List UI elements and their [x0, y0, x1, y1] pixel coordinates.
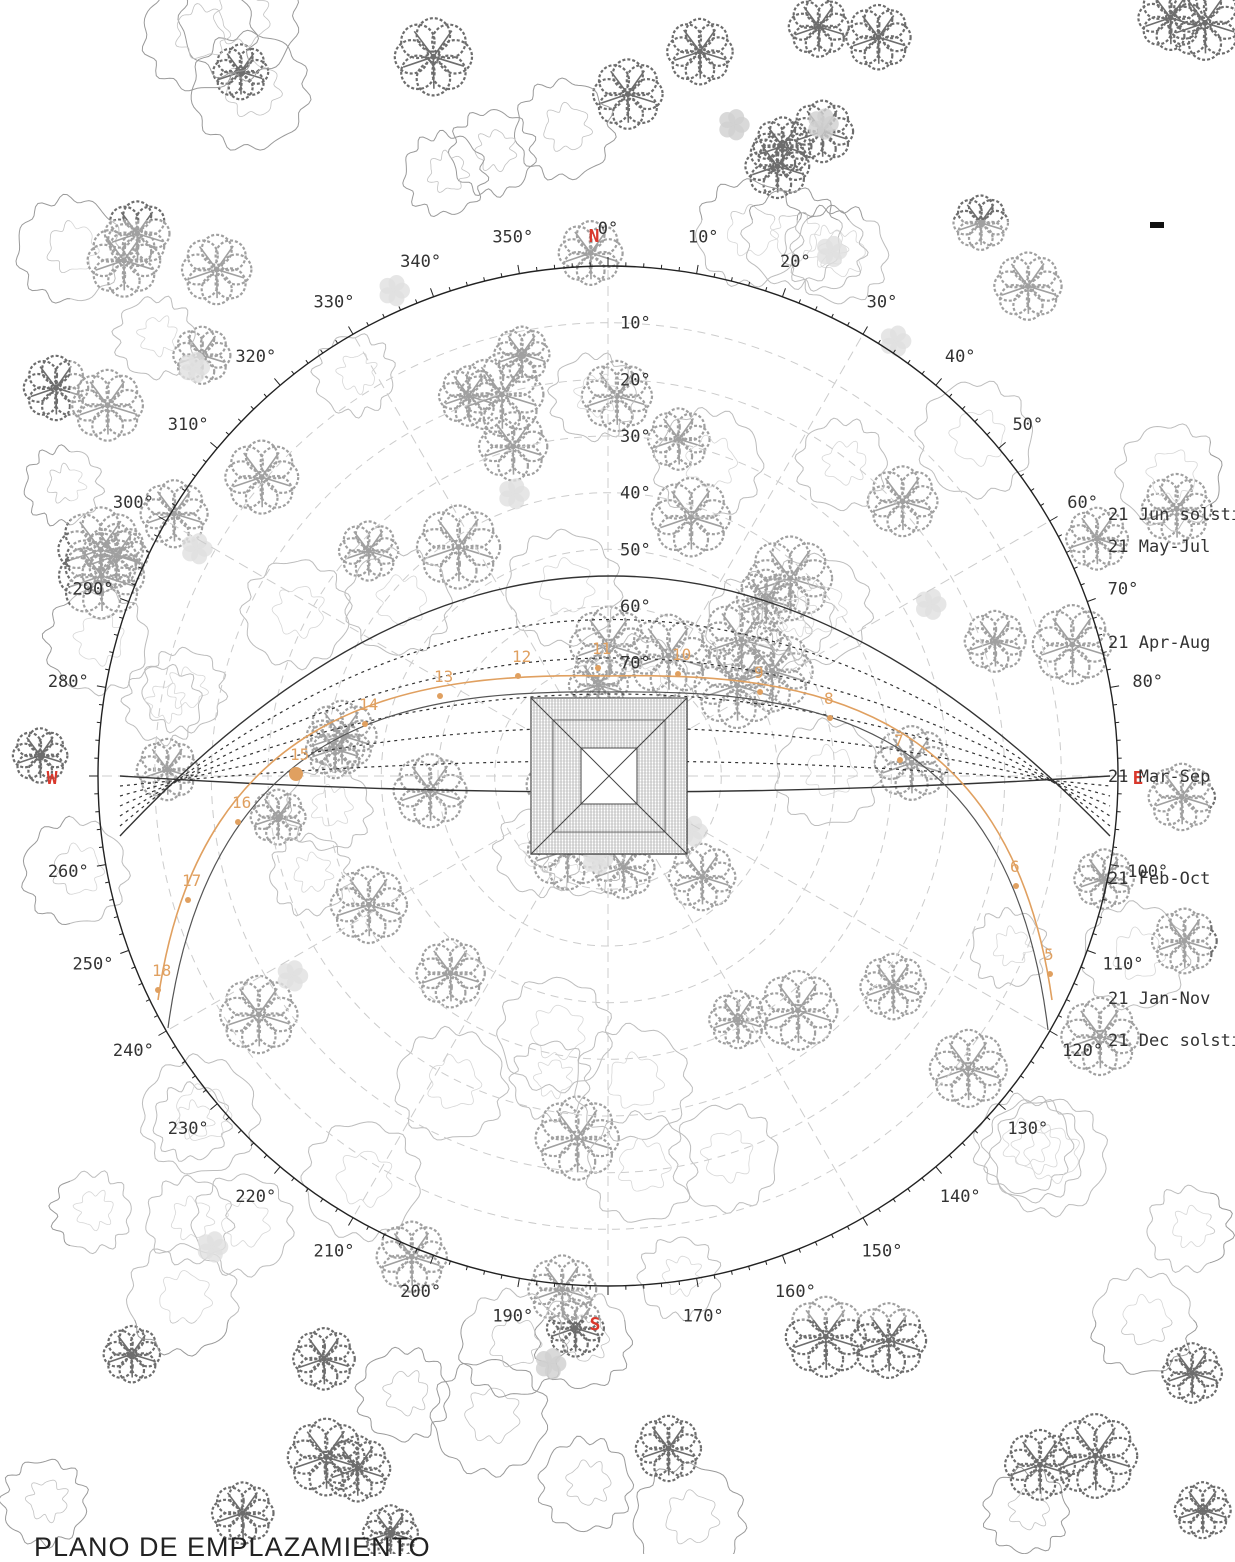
sun-hour-label: 6 [1010, 857, 1020, 876]
sun-hour-marker [897, 757, 903, 763]
azimuth-label: 130° [1007, 1119, 1048, 1139]
altitude-label: 40° [620, 484, 651, 504]
scale-bar-icon [1150, 222, 1164, 228]
azimuth-label: 300° [113, 493, 154, 513]
cardinal-west: W [47, 768, 58, 789]
azimuth-label: 150° [862, 1242, 903, 1262]
sun-hour-label: 7 [894, 731, 904, 750]
azimuth-label: 110° [1103, 954, 1144, 974]
azimuth-label: 70° [1108, 580, 1139, 600]
azimuth-label: 30° [867, 292, 898, 312]
sun-hour-marker [362, 721, 368, 727]
azimuth-label: 290° [73, 580, 114, 600]
azimuth-label: 340° [400, 252, 441, 272]
azimuth-label: 80° [1132, 672, 1163, 692]
azimuth-label: 0° [598, 219, 618, 239]
sun-hour-label: 10 [672, 645, 691, 664]
date-curve-label: 21 Apr-Aug [1108, 633, 1210, 653]
azimuth-label: 50° [1012, 415, 1043, 435]
azimuth-label: 10° [688, 227, 719, 247]
azimuth-label: 60° [1067, 493, 1098, 513]
cardinal-south: S [590, 1314, 601, 1335]
azimuth-label: 170° [683, 1307, 724, 1327]
azimuth-label: 190° [492, 1307, 533, 1327]
azimuth-label: 160° [775, 1282, 816, 1302]
azimuth-label: 40° [945, 347, 976, 367]
azimuth-label: 250° [73, 954, 114, 974]
azimuth-label: 350° [492, 227, 533, 247]
sun-hour-label: 14 [359, 695, 378, 714]
sun-hour-marker [675, 671, 681, 677]
sun-hour-label: 16 [232, 793, 251, 812]
sun-hour-label: 11 [592, 639, 611, 658]
sun-hour-label: 13 [434, 667, 453, 686]
date-curve-label: 21 Dec solstice [1108, 1031, 1235, 1051]
sun-hour-label: 15 [290, 745, 309, 764]
azimuth-label: 20° [780, 252, 811, 272]
date-curve-label: 21 Feb-Oct [1108, 869, 1210, 889]
cardinal-north: N [589, 226, 600, 247]
altitude-label: 50° [620, 540, 651, 560]
azimuth-label: 240° [113, 1041, 154, 1061]
sun-hour-label: 5 [1044, 945, 1054, 964]
sun-hour-marker [757, 689, 763, 695]
sun-hour-label: 12 [512, 647, 531, 666]
azimuth-label: 210° [314, 1242, 355, 1262]
sun-hour-label: 17 [182, 871, 201, 890]
sun-hour-marker [155, 987, 161, 993]
date-curve-label: 21 Jan-Nov [1108, 989, 1210, 1009]
sun-hour-label: 9 [754, 663, 764, 682]
sun-hour-marker [1013, 883, 1019, 889]
sun-hour-marker [595, 665, 601, 671]
azimuth-label: 320° [235, 347, 276, 367]
page-title: PLANO DE EMPLAZAMIENTO [34, 1534, 431, 1561]
azimuth-label: 330° [314, 292, 355, 312]
altitude-label: 60° [620, 597, 651, 617]
azimuth-label: 310° [168, 415, 209, 435]
date-curve-label: 21 Mar-Sep [1108, 767, 1210, 787]
sun-hour-marker [515, 673, 521, 679]
sun-hour-marker [185, 897, 191, 903]
azimuth-label: 140° [940, 1187, 981, 1207]
sun-hour-marker [437, 693, 443, 699]
altitude-label: 30° [620, 427, 651, 447]
azimuth-label: 200° [400, 1282, 441, 1302]
sun-hour-marker [1047, 971, 1053, 977]
azimuth-label: 220° [235, 1187, 276, 1207]
azimuth-label: 260° [48, 862, 89, 882]
pyramid-roof-plan-icon [531, 698, 687, 854]
date-curve-label: 21 Jun solstice [1108, 505, 1235, 525]
date-curve-label: 21 May-Jul [1108, 537, 1210, 557]
altitude-label: 70° [620, 654, 651, 674]
sun-hour-label: 18 [152, 961, 171, 980]
sun-hour-marker [289, 767, 303, 781]
azimuth-label: 120° [1062, 1041, 1103, 1061]
azimuth-label: 230° [168, 1119, 209, 1139]
altitude-label: 10° [620, 314, 651, 334]
sun-hour-marker [235, 819, 241, 825]
altitude-label: 20° [620, 370, 651, 390]
sun-hour-marker [827, 715, 833, 721]
azimuth-label: 280° [48, 672, 89, 692]
sun-hour-label: 8 [824, 689, 834, 708]
